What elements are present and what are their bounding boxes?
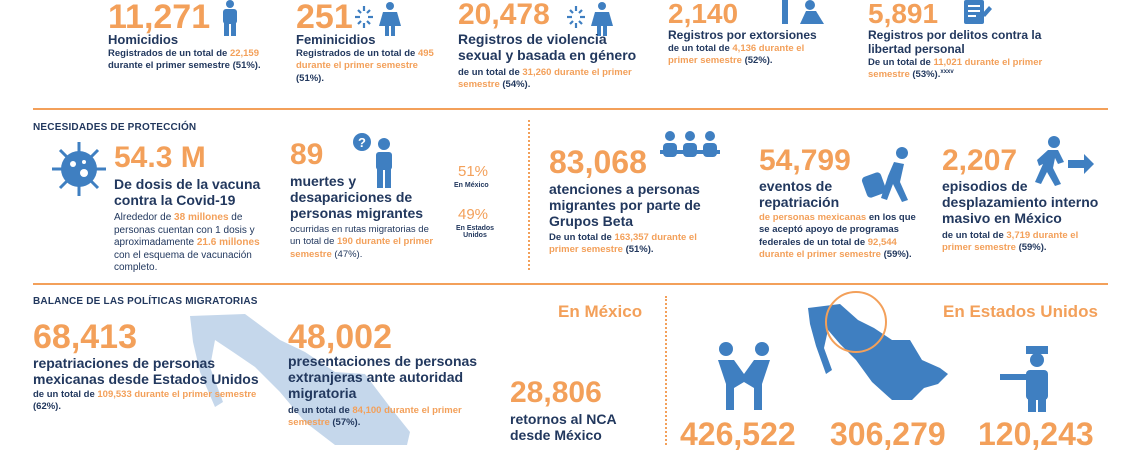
extortion-icon xyxy=(782,0,824,24)
divider-top xyxy=(33,108,1108,110)
migrantes-number: 89 xyxy=(290,138,324,171)
vacuna-number: 54.3 M xyxy=(114,141,206,174)
presentaciones-desc: de un total de 84,100 durante el primer … xyxy=(288,405,462,429)
usa-number-1: 426,522 xyxy=(680,416,796,452)
feminicidios-title: Feminicidios xyxy=(296,32,376,47)
libertad-title: Registros por delitos contra la libertad … xyxy=(868,28,1042,56)
libertad-number: 5,891 xyxy=(868,0,939,29)
violencia-number: 20,478 xyxy=(458,0,550,31)
usa-number-2: 306,279 xyxy=(830,416,946,452)
feminicidios-number: 251 xyxy=(296,0,353,36)
retornos-title: retornos al NCA desde México xyxy=(510,411,617,444)
retornos-number: 28,806 xyxy=(510,376,602,409)
desplazamiento-title: episodios de desplazamiento interno masivo… xyxy=(942,178,1099,227)
divider-middle xyxy=(33,283,1108,285)
pct-usa-label: En Estados Unidos xyxy=(455,225,495,239)
homicidios-desc: Registrados de un total de 22,159 durant… xyxy=(108,48,261,72)
pct-mexico: 51% xyxy=(458,163,489,180)
section-title-proteccion: NECESIDADES DE PROTECCIÓN xyxy=(33,122,197,133)
vacuna-title: De dosis de la vacuna contra la Covid-19 xyxy=(114,176,261,209)
detention-icon xyxy=(718,342,770,410)
vacuna-desc: Alrededor de 38 millones de personas cue… xyxy=(114,212,260,273)
homicidios-title: Homicidios xyxy=(108,32,179,47)
group-icon xyxy=(660,131,720,157)
violence-woman-icon xyxy=(567,2,613,36)
beta-number: 83,068 xyxy=(549,144,647,180)
traveler-icon xyxy=(861,147,908,202)
virus-icon xyxy=(52,142,106,196)
en-usa-label: En Estados Unidos xyxy=(943,302,1098,321)
homicidios-number: 11,271 xyxy=(108,0,211,36)
repatriacion-desc: de personas mexicanas en los que se acep… xyxy=(759,212,916,261)
extorsiones-title: Registros por extorsiones xyxy=(668,28,817,42)
violencia-title: Registros de violencia sexual y basada en… xyxy=(458,31,637,64)
usa-number-3: 120,243 xyxy=(978,416,1094,452)
repatriaciones-title: repatriaciones de personas mexicanas desd… xyxy=(33,355,259,388)
desplazamiento-desc: de un total de 3,719 durante el primer s… xyxy=(942,230,1079,254)
divider-vertical-2 xyxy=(665,296,667,445)
repatriaciones-number: 68,413 xyxy=(33,318,137,356)
repatriacion-title: eventos de repatriación xyxy=(759,178,840,211)
desplazamiento-number: 2,207 xyxy=(942,144,1018,177)
extorsiones-number: 2,140 xyxy=(668,0,739,29)
divider-vertical xyxy=(528,120,530,270)
running-person-icon xyxy=(1035,136,1094,186)
police-officer-icon xyxy=(1000,346,1048,412)
beta-title: atenciones a personas migrantes por parte… xyxy=(549,181,701,230)
pct-mexico-label: En México xyxy=(454,182,489,189)
svg-text:?: ? xyxy=(358,135,366,150)
violencia-desc: de un total de 31,260 durante el primer … xyxy=(458,67,632,91)
extorsiones-desc: de un total de 4,136 durante el primer s… xyxy=(668,43,805,67)
migrantes-title: muertes y desapariciones de personas migra… xyxy=(290,173,424,222)
migrantes-desc: ocurridas en rutas migratorias de un tot… xyxy=(290,224,434,260)
person-icon xyxy=(223,0,237,36)
beta-desc: De un total de 163,357 durante el primer… xyxy=(549,232,697,256)
en-mexico-label: En México xyxy=(558,302,643,321)
mexico-map-icon xyxy=(808,291,948,400)
libertad-desc: De un total de 11,021 durante el primer … xyxy=(868,57,1043,81)
document-icon xyxy=(964,0,992,24)
pct-usa: 49% xyxy=(458,206,489,223)
section-title-politicas: BALANCE DE LAS POLÍTICAS MIGRATORIAS xyxy=(33,296,258,307)
presentaciones-title: presentaciones de personas extranjeras an… xyxy=(288,353,478,402)
missing-person-icon: ? xyxy=(353,133,392,188)
mexico-map-background xyxy=(190,314,410,445)
feminicidios-desc: Registrados de un total de 495 durante e… xyxy=(296,48,434,84)
repatriaciones-desc: de un total de 109,533 durante el primer… xyxy=(33,389,257,413)
presentaciones-number: 48,002 xyxy=(288,318,392,356)
violence-woman-icon xyxy=(355,2,401,36)
repatriacion-number: 54,799 xyxy=(759,144,851,177)
